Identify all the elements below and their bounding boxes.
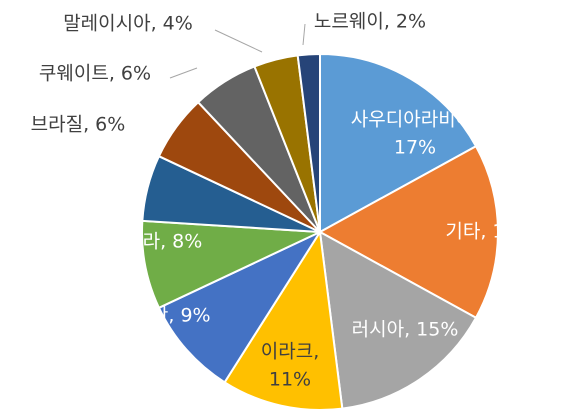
- pie-slice-기타: [317, 144, 499, 320]
- pie-slice-오만: [157, 229, 323, 384]
- data-label: 오만, 9%: [133, 305, 210, 327]
- pie-slice-노르웨이: [296, 52, 321, 233]
- pie-slice-러시아: [318, 230, 478, 410]
- pie-slice-앙골라: [141, 219, 321, 310]
- leader-line: [169, 67, 198, 79]
- data-label: 사우디아라비아,: [351, 109, 479, 131]
- data-label: 쿠웨이트, 6%: [39, 63, 151, 85]
- data-label-value: 11%: [269, 369, 311, 391]
- pie-slice-이라크: [223, 229, 344, 411]
- data-label: 앙골라, 8%: [108, 231, 203, 253]
- leader-line: [302, 23, 306, 46]
- data-label: 러시아, 15%: [352, 319, 459, 341]
- data-label: 말레이시아, 4%: [63, 13, 193, 35]
- data-label: 이라크,: [261, 341, 319, 363]
- data-label: 기타, 16%: [445, 221, 534, 243]
- data-label: 노르웨이, 2%: [314, 11, 426, 33]
- pie-slice-사우디아라비아: [319, 52, 478, 234]
- data-label: 브라질, 6%: [31, 114, 126, 136]
- data-label-value: 17%: [394, 137, 436, 159]
- leader-line: [214, 29, 263, 53]
